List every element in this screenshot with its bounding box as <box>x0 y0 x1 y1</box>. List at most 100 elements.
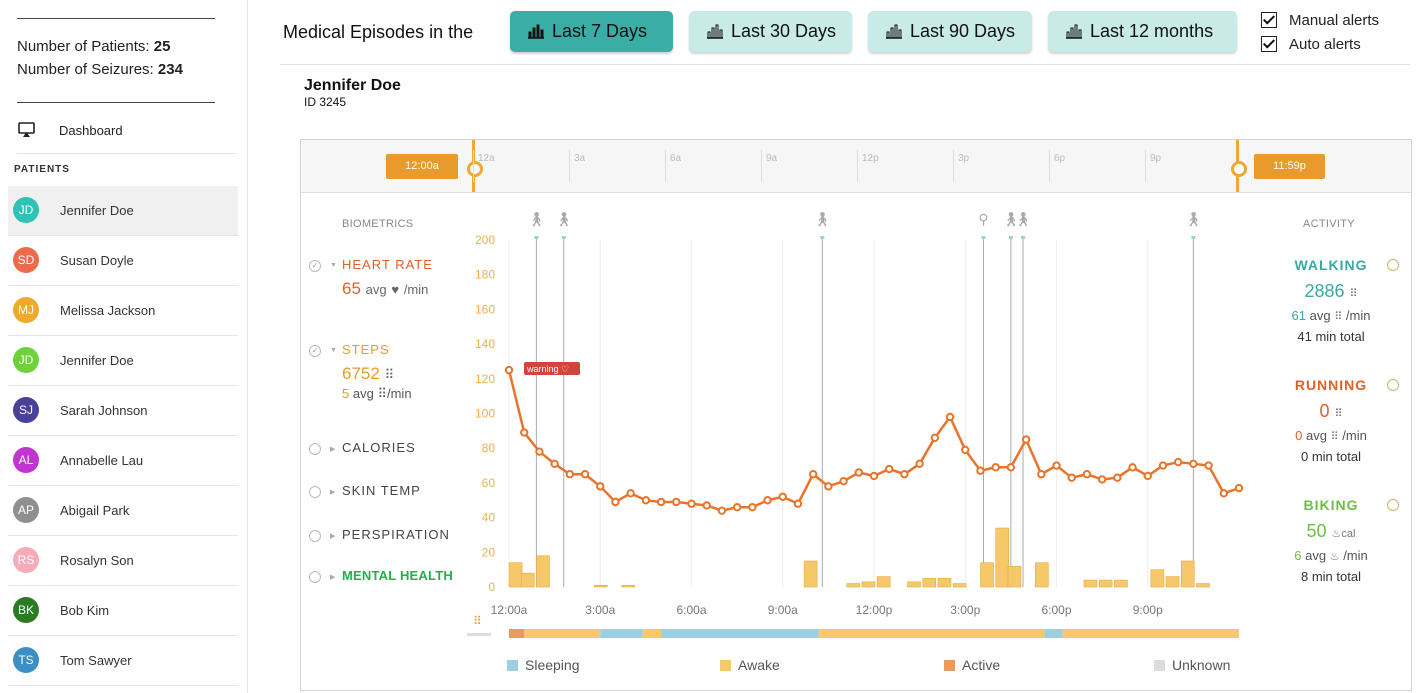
heart-rate-point <box>1158 461 1168 470</box>
patient-name-label: Sarah Johnson <box>60 403 148 418</box>
heart-rate-point <box>778 492 787 501</box>
sidebar-item-patient[interactable]: AL Annabelle Lau <box>8 436 238 486</box>
sidebar-item-dashboard[interactable]: Dashboard <box>17 118 237 154</box>
activity-running[interactable]: RUNNING 0 ⠿ 0 avg ⠿ /min 0 min total <box>1261 377 1401 464</box>
timeline-scrubber[interactable]: 12:00a 11:59p 12a 3a 6a 9a 12p 3p 6p 9p <box>301 140 1411 193</box>
heart-rate-point <box>1173 457 1183 467</box>
activity-marker-cap <box>981 236 986 239</box>
sidebar-item-patient[interactable]: RS Rosalyn Son <box>8 536 238 586</box>
sidebar-item-patient[interactable]: MJ Melissa Jackson <box>8 286 238 336</box>
running-total: 0 min total <box>1301 449 1361 464</box>
timeline-tick-label: 12a <box>478 153 495 164</box>
heart-rate-point <box>1113 473 1122 482</box>
heart-rate-point <box>900 470 909 479</box>
range-end-dot[interactable] <box>1231 161 1247 177</box>
tab-label: Last 30 Days <box>731 21 837 41</box>
footprints-icon: ⠿ <box>1349 288 1358 300</box>
biometric-skin-temp[interactable]: ▶ SKIN TEMP <box>306 483 466 503</box>
x-tick-label: 9:00a <box>768 603 798 617</box>
patient-name-label: Susan Doyle <box>60 253 134 268</box>
radio-icon[interactable] <box>309 443 321 455</box>
sidebar-item-patient[interactable]: SD Susan Doyle <box>8 236 238 286</box>
range-start-dot[interactable] <box>467 161 483 177</box>
manual-alerts-label: Manual alerts <box>1289 12 1380 29</box>
heart-rate-point <box>748 502 757 512</box>
biometric-mental-health[interactable]: ▶ MENTAL HEALTH <box>306 568 466 588</box>
sidebar-item-patient[interactable]: AP Abigail Park <box>8 486 238 536</box>
biking-avg: 6 <box>1294 548 1302 563</box>
biking-per: /min <box>1343 548 1368 563</box>
biometric-calories[interactable]: ▶ CALORIES <box>306 440 466 460</box>
tab-last-12-months[interactable]: Last 12 months <box>1048 11 1237 52</box>
heart-rate-point <box>763 496 772 505</box>
activity-marker-cap <box>1021 236 1026 239</box>
running-title: RUNNING <box>1294 377 1368 393</box>
sidebar-item-patient[interactable]: JD Jennifer Doe <box>8 186 238 236</box>
heart-rate-point <box>732 502 742 512</box>
check-circle-icon[interactable] <box>1387 499 1399 511</box>
biometric-heart-rate[interactable]: ✓ ▼ HEART RATE 65 avg ♥ /min <box>306 257 466 317</box>
steps-title: STEPS <box>342 342 390 357</box>
sidebar-item-patient[interactable]: TS Tom Sawyer <box>8 636 238 686</box>
biometric-steps[interactable]: ✓ ▼ STEPS 6752 ⠿ 5 avg ⠿/min <box>306 342 466 412</box>
heart-rate-point <box>1082 470 1092 479</box>
footprints-icon: ⠿ <box>1334 311 1343 323</box>
sidebar-item-patient[interactable]: JD Jennifer Doe <box>8 336 238 386</box>
heart-rate-point <box>596 482 605 491</box>
patients-count: 25 <box>153 38 171 55</box>
patients-header: PATIENTS <box>14 164 70 175</box>
monitor-icon <box>18 122 35 137</box>
timeline-tick <box>569 150 570 182</box>
sidebar: Number of Patients: 25 Number of Seizure… <box>0 0 248 693</box>
check-circle-icon[interactable] <box>1387 259 1399 271</box>
heart-rate-point <box>1021 435 1031 444</box>
steps-avg-unit: avg <box>352 386 374 401</box>
sidebar-item-patient[interactable]: SJ Sarah Johnson <box>8 386 238 436</box>
heart-icon: ♥ <box>391 282 400 297</box>
heart-rate-point <box>885 464 894 474</box>
heart-rate-point <box>1189 459 1198 469</box>
heart-rate-point <box>535 447 544 456</box>
biking-cal-unit: cal <box>1341 528 1356 540</box>
biometric-perspiration[interactable]: ▶ PERSPIRATION <box>306 527 466 547</box>
avatar: TS <box>13 647 39 673</box>
tab-last-90-days[interactable]: Last 90 Days <box>868 11 1032 52</box>
legend-awake-label: Awake <box>738 657 780 673</box>
heart-rate-point <box>550 459 559 469</box>
timeline-tick-label: 6a <box>670 153 682 164</box>
auto-alerts-checkbox[interactable]: Auto alerts <box>1261 35 1401 55</box>
heart-rate-point <box>1143 471 1152 481</box>
tab-last-30-days[interactable]: Last 30 Days <box>689 11 852 52</box>
timeline-tick <box>1049 150 1050 182</box>
header: Medical Episodes in the Last 7 Days Last… <box>280 0 1410 65</box>
legend-sleeping-label: Sleeping <box>525 657 580 673</box>
heart-rate-point <box>1037 470 1046 479</box>
radio-icon[interactable] <box>309 571 321 583</box>
heart-rate-point <box>687 499 696 508</box>
legend-swatch <box>944 660 955 671</box>
steps-bar <box>1180 560 1195 588</box>
activity-biking[interactable]: BIKING 50 ♨cal 6 avg ♨ /min 8 min total <box>1261 497 1401 584</box>
heart-rate-point <box>565 470 575 479</box>
manual-alerts-checkbox[interactable]: Manual alerts <box>1261 11 1401 31</box>
expand-arrow-icon: ▶ <box>330 489 336 496</box>
heart-rate-point <box>580 470 590 479</box>
steps-bar <box>1114 579 1128 588</box>
patient-name: Jennifer Doe <box>304 77 401 94</box>
sidebar-item-patient[interactable]: BK Bob Kim <box>8 586 238 636</box>
timeline-tick-label: 12p <box>862 153 879 164</box>
y-tick-label: 200 <box>475 233 495 247</box>
check-circle-icon[interactable] <box>1387 379 1399 391</box>
check-circle-icon[interactable]: ✓ <box>309 260 321 272</box>
radio-icon[interactable] <box>309 486 321 498</box>
activity-walking[interactable]: WALKING 2886 ⠿ 61 avg ⠿ /min 41 min tota… <box>1261 257 1401 344</box>
heart-rate-point <box>656 497 666 507</box>
check-circle-icon[interactable]: ✓ <box>309 345 321 357</box>
tab-last-7-days[interactable]: Last 7 Days <box>510 11 673 52</box>
legend-swatch <box>507 660 518 671</box>
sleep-state-segment <box>1062 629 1239 638</box>
timeline-tick <box>473 150 474 182</box>
bar-chart-icon <box>707 24 723 39</box>
radio-icon[interactable] <box>309 530 321 542</box>
y-tick-label: 0 <box>488 580 495 594</box>
